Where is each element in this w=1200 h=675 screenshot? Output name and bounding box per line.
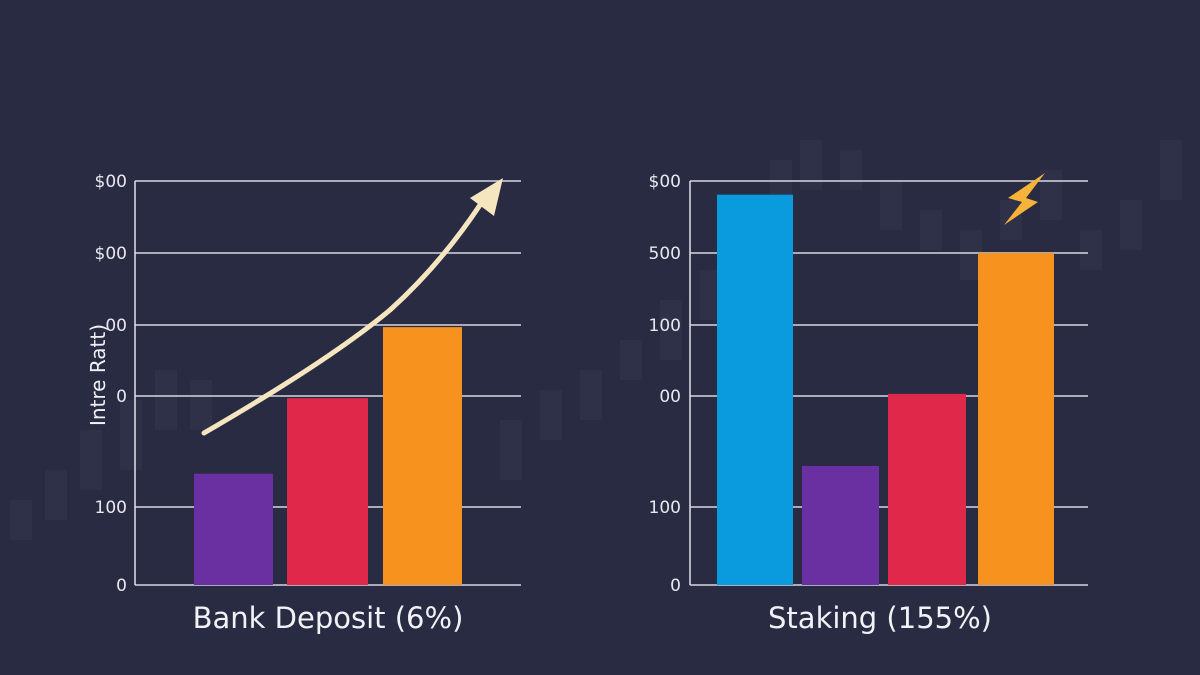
background-candle <box>120 400 142 470</box>
background-candle <box>800 140 822 190</box>
background-candle <box>620 340 642 380</box>
background-candle <box>1120 200 1142 250</box>
background-candle <box>1040 170 1062 220</box>
trend-arrow-head-icon <box>470 178 503 216</box>
background-candle <box>1080 230 1102 270</box>
background-candle <box>1160 140 1182 200</box>
background-candle <box>960 230 982 280</box>
y-tick-label: 100 <box>649 316 681 336</box>
bar <box>287 398 368 585</box>
trend-arrow-line <box>201 202 483 436</box>
background-candle <box>155 370 177 430</box>
y-tick-label: $00 <box>95 172 127 192</box>
background-candle <box>10 500 32 540</box>
y-tick-label: 0 <box>116 576 127 596</box>
bar <box>717 194 793 585</box>
background-candle <box>920 210 942 250</box>
y-axis-label: Intre Ratt) <box>86 324 110 426</box>
background-candle <box>45 470 67 520</box>
y-tick-label: 100 <box>95 498 127 518</box>
y-tick-label: 00 <box>105 316 127 336</box>
background-candle <box>540 390 562 440</box>
background-candle <box>500 420 522 480</box>
bar <box>888 393 966 585</box>
bar <box>802 465 879 585</box>
y-tick-label: 100 <box>649 498 681 518</box>
bar <box>978 253 1054 585</box>
chart-title: Bank Deposit (6%) <box>193 601 464 635</box>
y-tick-label: 500 <box>649 244 681 264</box>
y-tick-label: $00 <box>95 244 127 264</box>
chart-panel-2: 0 100 00 100 500 $00 Staking (155%) <box>649 172 1088 635</box>
y-tick-label: $00 <box>649 172 681 192</box>
background-candle <box>880 180 902 230</box>
bar <box>194 473 273 585</box>
background-candle <box>580 370 602 420</box>
background-candle <box>190 380 212 430</box>
y-tick-label: 0 <box>670 576 681 596</box>
y-tick-label: 00 <box>659 387 681 407</box>
chart-title: Staking (155%) <box>768 601 992 635</box>
y-tick-label: 0 <box>116 387 127 407</box>
background-candle <box>80 430 102 490</box>
background-candle <box>840 150 862 190</box>
bar <box>383 327 462 585</box>
background-candle <box>660 300 682 360</box>
lightning-bolt-icon <box>1004 173 1045 225</box>
background-candle <box>700 270 722 320</box>
